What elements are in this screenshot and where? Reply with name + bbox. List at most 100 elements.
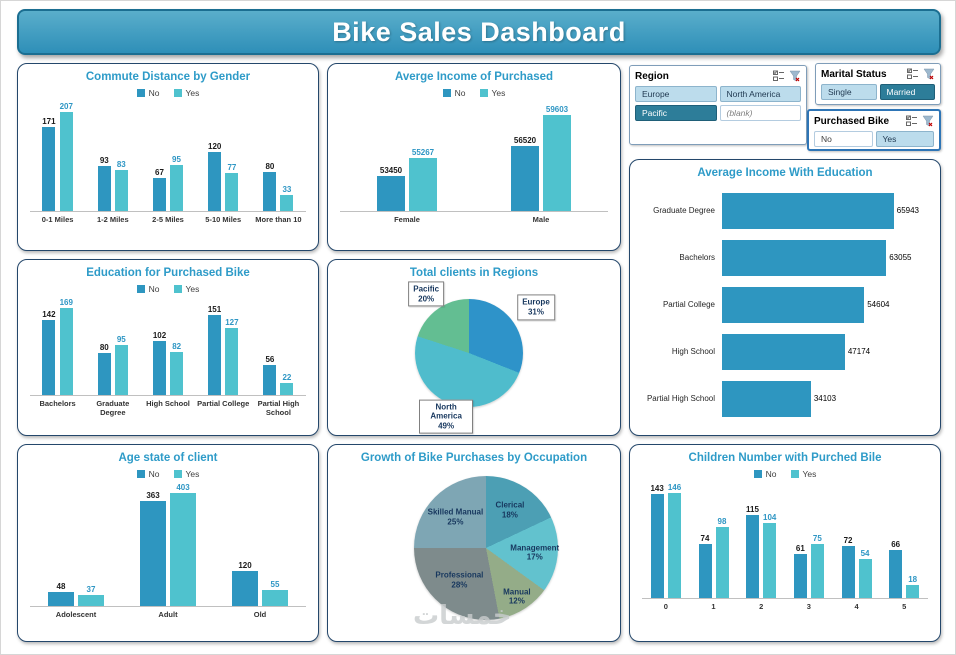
slicer-button-region[interactable]: North America [719, 86, 801, 102]
legend-swatch [753, 469, 762, 478]
bar [232, 571, 258, 606]
slice-pct: 25% [447, 517, 464, 527]
chart-legend: No Yes [18, 283, 318, 294]
slicer-button-marital[interactable]: Married [879, 84, 935, 100]
bar-column: 93 [97, 102, 111, 211]
value-label: 80 [99, 343, 109, 352]
category-label: 5-10 Miles [205, 215, 242, 224]
category-axis: Female Male [340, 212, 608, 224]
category-label: High School [671, 346, 715, 356]
legend-label: Yes [491, 87, 506, 98]
slicer-button-purchased[interactable]: Yes [875, 131, 934, 147]
bar-column: 55 [262, 483, 288, 606]
value-label: 75 [812, 534, 822, 543]
bar-column: 120 [232, 483, 258, 606]
value-label: 47174 [847, 347, 871, 356]
chart-title: Education for Purchased Bike [86, 267, 250, 279]
value-label: 104 [763, 513, 777, 522]
slicer-button-region[interactable]: Europe [635, 86, 717, 102]
legend-item: No [753, 469, 777, 479]
bar [858, 559, 872, 598]
bar-group: 171 207 [30, 102, 85, 211]
multi-select-icon[interactable] [773, 70, 785, 82]
clear-filter-icon[interactable] [789, 70, 801, 82]
category-label: High School [146, 399, 190, 408]
chart-legend: No Yes [328, 87, 620, 98]
slice-name: Clerical [495, 500, 525, 510]
bar [208, 315, 222, 395]
bar [810, 544, 824, 598]
bar-track: 54604 [722, 286, 934, 323]
bar [48, 592, 74, 606]
bar-row: High School 47174 [634, 328, 934, 375]
legend-item: Yes [173, 88, 199, 98]
category-label: Bachelors [39, 399, 76, 408]
category-label: More than 10 [255, 215, 302, 224]
slice-pct: 49% [438, 421, 455, 431]
value-label: 18 [908, 575, 918, 584]
clear-filter-icon[interactable] [922, 115, 934, 127]
legend-label: Yes [802, 468, 817, 479]
category-label: 2-5 Miles [152, 215, 184, 224]
bar [170, 493, 196, 606]
value-label: 61 [795, 544, 805, 553]
value-label: 56 [265, 355, 275, 364]
bar-track: 34103 [722, 380, 934, 417]
pie-area: Europe 31% North America 49% Pacific 20% [328, 281, 620, 434]
legend-swatch [173, 469, 182, 478]
value-label: 363 [146, 491, 160, 500]
bar-group: 67 95 [140, 102, 195, 211]
slicer-button-region[interactable]: Pacific [635, 105, 717, 121]
commute-distance-chart: Commute Distance by Gender No Yes 171 207 93 8… [17, 63, 319, 251]
bar [280, 383, 294, 395]
multi-select-icon[interactable] [906, 115, 918, 127]
bar-column: 120 [208, 102, 221, 211]
bar [263, 172, 277, 211]
value-label: 83 [116, 160, 126, 169]
pie [415, 299, 523, 407]
slicer-button-purchased[interactable]: No [814, 131, 873, 147]
bar-column: 54 [858, 483, 872, 598]
bar-column: 146 [668, 483, 681, 598]
bar-column: 75 [810, 483, 824, 598]
bar-column: 95 [114, 298, 128, 395]
legend-swatch [479, 88, 488, 97]
pie [414, 476, 558, 620]
bar-group: 61 75 [785, 483, 833, 598]
bar-group: 53450 55267 [340, 102, 474, 211]
value-label: 143 [650, 484, 664, 493]
value-label: 67 [155, 168, 164, 177]
category-label: 1 [711, 602, 716, 611]
slicer-button-region[interactable]: (blank) [719, 105, 801, 121]
value-label: 142 [42, 310, 56, 319]
value-label: 146 [667, 483, 682, 492]
value-label: 207 [59, 102, 73, 111]
slicer-button-marital[interactable]: Single [821, 84, 877, 100]
bar-column: 403 [170, 483, 196, 606]
chart-title: Total clients in Regions [409, 267, 539, 279]
value-label: 93 [99, 156, 109, 165]
category-label: Old [253, 610, 267, 619]
purchased-slicer-buttons: No Yes [814, 131, 934, 147]
pie-label: Manual 12% [503, 587, 531, 606]
bar-column: 37 [78, 483, 104, 606]
bar-column: 169 [60, 298, 73, 395]
value-label: 34103 [813, 394, 837, 403]
legend-item: No [136, 88, 160, 98]
value-label: 37 [86, 585, 96, 594]
value-label: 171 [42, 117, 56, 126]
bar-column: 98 [715, 483, 729, 598]
multi-select-icon[interactable] [907, 68, 919, 80]
legend-item: No [136, 469, 160, 479]
bar [543, 115, 571, 211]
value-label: 56520 [513, 136, 537, 145]
chart-title: Age state of client [118, 452, 218, 464]
bar-column: 142 [42, 298, 56, 395]
bar-column: 56 [263, 298, 277, 395]
bar-column: 77 [225, 102, 239, 211]
value-label: 63055 [889, 253, 912, 262]
category-label: 1-2 Miles [96, 215, 129, 224]
bar-column: 61 [793, 483, 807, 598]
clear-filter-icon[interactable] [923, 68, 935, 80]
